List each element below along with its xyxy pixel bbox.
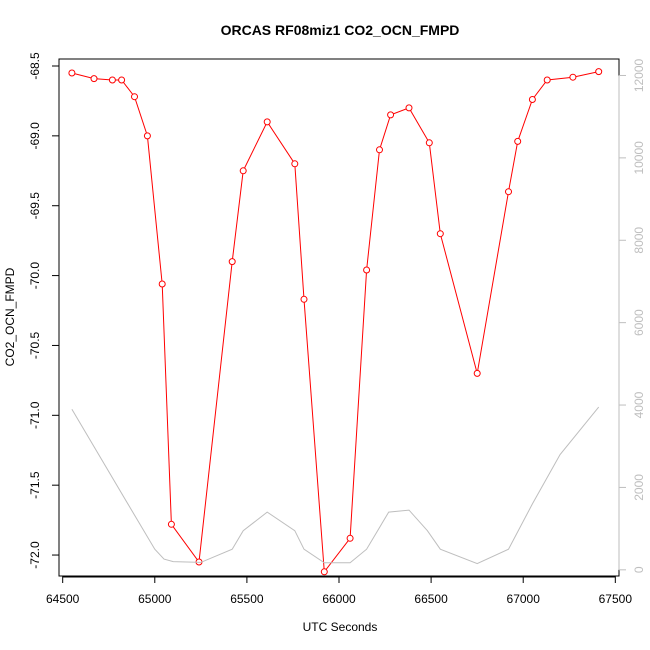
- series-1-point: [473, 369, 481, 377]
- x-tick-label: 64500: [46, 592, 80, 606]
- series-1-line: [71, 71, 599, 574]
- series-1-point: [320, 568, 328, 576]
- y-tick-label: -70.5: [28, 331, 42, 359]
- y2-tick-label: 4000: [632, 391, 646, 418]
- y-tick-label: -71.5: [28, 471, 42, 499]
- x-tick-label: 66000: [322, 592, 356, 606]
- y2-tick-label: 0: [632, 566, 646, 573]
- series-1-point: [405, 104, 413, 112]
- x-tick-label: 67000: [507, 592, 541, 606]
- series-1-point: [143, 132, 151, 140]
- y2-tick-label: 10000: [632, 141, 646, 175]
- series-1-point: [239, 167, 247, 175]
- x-axis: 64500 65000 65500 66000 66500 67000 67500: [46, 576, 632, 606]
- series-layer: [68, 68, 603, 576]
- series-2-line: [71, 406, 600, 565]
- y2-tick-label: 12000: [632, 58, 646, 92]
- y-tick-label: -68.5: [28, 52, 42, 80]
- y-axis-left: -68.5 -69.0 -69.5 -70.0 -70.5 -71.0 -71.5 -72.0: [28, 52, 60, 569]
- x-tick-label: 65000: [138, 592, 172, 606]
- series-1-point: [228, 258, 236, 266]
- chart-title: ORCAS RF08miz1 CO2_OCN_FMPD: [221, 22, 460, 38]
- series-1-point: [68, 69, 76, 77]
- y-tick-label: -70.0: [28, 262, 42, 290]
- y-axis-right: 0 2000 4000 6000 8000 10000 12000: [618, 58, 646, 573]
- y-tick-label: -72.0: [28, 541, 42, 569]
- series-1-point: [363, 266, 371, 274]
- series-1-point: [376, 146, 383, 154]
- series-1-point: [387, 111, 395, 119]
- series-1-point: [528, 96, 536, 103]
- series-1-point: [505, 188, 512, 196]
- series-1-point: [569, 73, 577, 81]
- series-1-point: [118, 76, 126, 84]
- y-tick-label: -71.0: [28, 401, 42, 429]
- series-1-point: [425, 139, 433, 147]
- x-tick-label: 65500: [230, 592, 264, 606]
- series-1-point: [514, 137, 522, 145]
- series-1-point: [543, 76, 551, 84]
- series-1-point: [291, 160, 299, 168]
- y2-tick-label: 2000: [632, 474, 646, 501]
- x-tick-label: 67500: [599, 592, 633, 606]
- y2-tick-label: 8000: [632, 227, 646, 254]
- series-1-point: [158, 280, 166, 288]
- y-axis-label: CO2_OCN_FMPD: [3, 267, 17, 366]
- y2-tick-label: 6000: [632, 309, 646, 336]
- series-1-point: [300, 295, 308, 303]
- series-1-point: [167, 520, 175, 528]
- series-1-point: [263, 118, 271, 126]
- series-1-point: [90, 75, 98, 83]
- x-axis-label: UTC Seconds: [303, 620, 378, 634]
- x-tick-label: 66500: [414, 592, 448, 606]
- series-1-point: [595, 68, 603, 76]
- y-tick-label: -69.0: [28, 122, 42, 150]
- series-1-point: [108, 76, 116, 84]
- series-1-point: [436, 230, 444, 238]
- series-1-point: [131, 93, 138, 101]
- series-1-point: [346, 534, 354, 542]
- y-tick-label: -69.5: [28, 192, 42, 220]
